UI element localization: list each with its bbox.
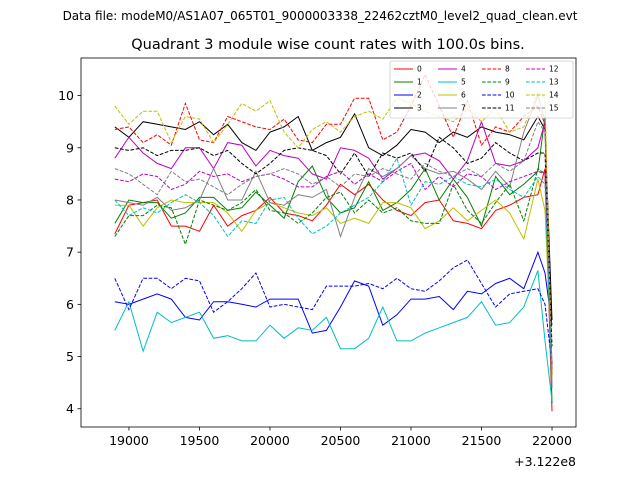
y-tick-label: 7 [66,245,74,260]
axes: 19000 19500 20000 20500 21000 21500 22000 4 5 6 7 8… [58,57,577,448]
legend-label-4: 4 [461,65,466,74]
x-tick-label: 21000 [391,433,431,448]
series-line-2 [114,250,553,334]
y-tick-label: 8 [66,192,74,207]
plot-lines [114,73,553,412]
y-tick-label: 9 [66,140,74,155]
series-line-13 [114,156,553,386]
series-line-12 [114,162,553,373]
figure-suptitle: Data file: modeM0/AS1A07_065T01_90000033… [63,9,578,23]
legend-box [389,60,574,119]
chart-title: Quadrant 3 module wise count rates with … [131,37,525,53]
legend-label-5: 5 [461,78,466,87]
series-line-3 [114,112,553,321]
y-tick-label: 4 [66,401,74,416]
legend-label-7: 7 [461,104,466,113]
series-line-10 [114,259,553,365]
legend-label-12: 12 [549,65,559,74]
series-line-8 [114,73,553,375]
y-tick-label: 6 [66,297,74,312]
x-tick-label: 20500 [321,433,361,448]
x-tick-label: 20000 [250,433,290,448]
series-line-15 [114,120,553,388]
y-tick-label: 10 [58,88,74,103]
x-tick-label: 19000 [109,433,149,448]
x-tick-label: 19500 [180,433,220,448]
x-tick-label: 22000 [532,433,572,448]
legend-label-6: 6 [461,91,466,100]
series-line-4 [114,120,553,368]
series-line-5 [114,270,553,401]
legend-label-11: 11 [505,104,515,113]
series-line-0 [114,168,553,412]
y-tick-label: 5 [66,349,74,364]
legend-label-8: 8 [505,65,510,74]
x-tick-label: 21500 [462,433,502,448]
series-line-6 [114,178,553,370]
legend-label-0: 0 [417,65,422,74]
legend-label-1: 1 [417,78,422,87]
legend-label-2: 2 [417,91,422,100]
plot-frame [80,57,577,428]
legend-label-3: 3 [417,104,422,113]
legend-label-14: 14 [549,91,559,100]
series-line-11 [114,136,553,347]
legend-label-13: 13 [549,78,559,87]
legend-label-9: 9 [505,78,510,87]
series-line-7 [114,93,553,388]
legend-label-10: 10 [505,91,515,100]
legend-label-15: 15 [549,104,559,113]
x-axis-offset-label: +3.122e8 [514,454,576,469]
